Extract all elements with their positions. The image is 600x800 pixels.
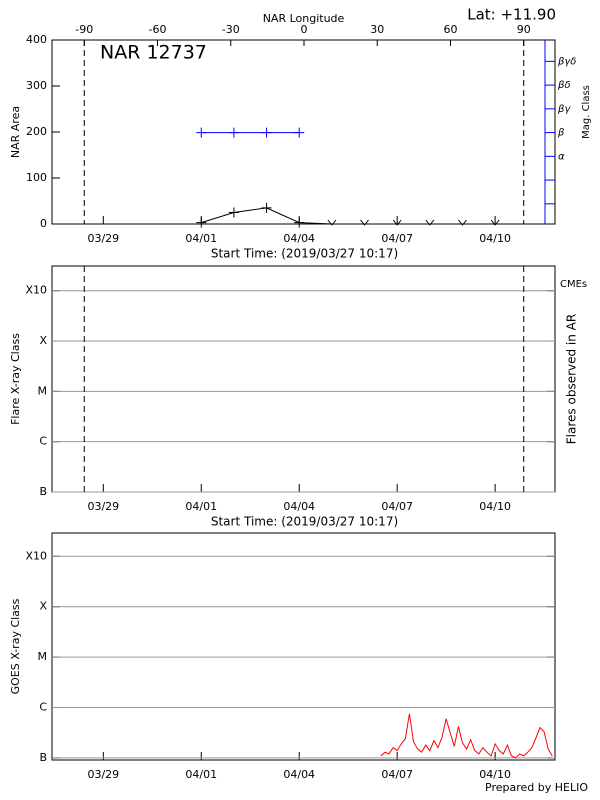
x-tick-label: 04/01 [185,500,217,513]
y-tick-label: 200 [26,125,47,138]
marker [261,127,272,138]
annotation: CMEs [560,279,587,290]
x-tick-label: 04/04 [283,768,315,781]
y-tick-label: M [38,384,48,397]
y-tick-label: 0 [40,217,47,230]
x-tick-label: 04/04 [283,500,315,513]
marker [327,219,337,226]
y-tick-label: X10 [25,284,47,297]
x-tick-label: 04/04 [283,232,315,245]
y2-axis-label: Mag. Class [581,85,592,139]
y-tick-label: B [39,485,47,498]
marker [360,219,369,226]
series-line [201,207,496,225]
x-tick-label: 03/29 [87,768,119,781]
subtitle: Lat: +11.90 [467,6,556,24]
y-tick-label: 100 [26,171,47,184]
y-tick-label: M [38,650,48,663]
y2-tick-label: βγδ [557,56,576,67]
x2-tick-label: 90 [517,23,531,36]
y-axis-label: NAR Area [9,106,22,158]
x2-tick-label: 0 [300,23,307,36]
x-tick-label: 04/01 [185,768,217,781]
plot-frame [51,265,556,493]
x-tick-label: 03/29 [87,500,119,513]
marker [294,127,305,138]
marker [261,202,272,213]
marker [228,127,239,138]
marker [196,217,207,228]
panel-title: NAR 12737 [100,42,207,64]
marker [392,219,402,226]
marker [196,127,207,138]
x-axis-label: Start Time: (2019/03/27 10:17) [211,247,398,261]
x-tick-label: 03/29 [87,232,119,245]
x-tick-label: 04/07 [381,768,413,781]
x2-tick-label: -90 [75,23,93,36]
y-tick-label: 300 [26,79,47,92]
series-line [380,713,553,759]
marker [490,219,500,226]
footer: Prepared by HELIO [485,781,588,794]
marker [228,207,239,218]
x2-tick-label: -60 [149,23,167,36]
x-tick-label: 04/10 [479,500,511,513]
marker [458,219,467,226]
y2-axis-label: Flares observed in AR [565,314,579,444]
y2-tick-label: βγ [557,104,571,115]
y-tick-label: X10 [25,549,47,562]
marker [294,217,305,228]
x-tick-label: 04/07 [381,232,413,245]
y-tick-label: X [39,600,47,613]
x-tick-label: 04/10 [479,232,511,245]
y-tick-label: C [39,701,47,714]
plot-frame [51,532,556,761]
y-tick-label: C [39,435,47,448]
y-tick-label: B [39,751,47,764]
y-tick-label: X [39,334,47,347]
plot-frame [51,39,556,225]
x-tick-label: 04/07 [381,500,413,513]
x2-tick-label: 60 [443,23,457,36]
y-tick-label: 400 [26,33,47,46]
y2-tick-label: α [558,151,565,162]
x2-tick-label: -30 [222,23,240,36]
marker [425,219,435,226]
y-axis-label: Flare X-ray Class [9,333,22,425]
x-tick-label: 04/01 [185,232,217,245]
x2-axis-label: NAR Longitude [263,12,345,25]
x2-tick-label: 30 [370,23,384,36]
y2-tick-label: βδ [557,80,571,91]
x-axis-label: Start Time: (2019/03/27 10:17) [211,515,398,529]
y2-tick-label: β [557,128,565,139]
y-axis-label: GOES X-ray Class [9,598,22,694]
x-tick-label: 04/10 [479,768,511,781]
